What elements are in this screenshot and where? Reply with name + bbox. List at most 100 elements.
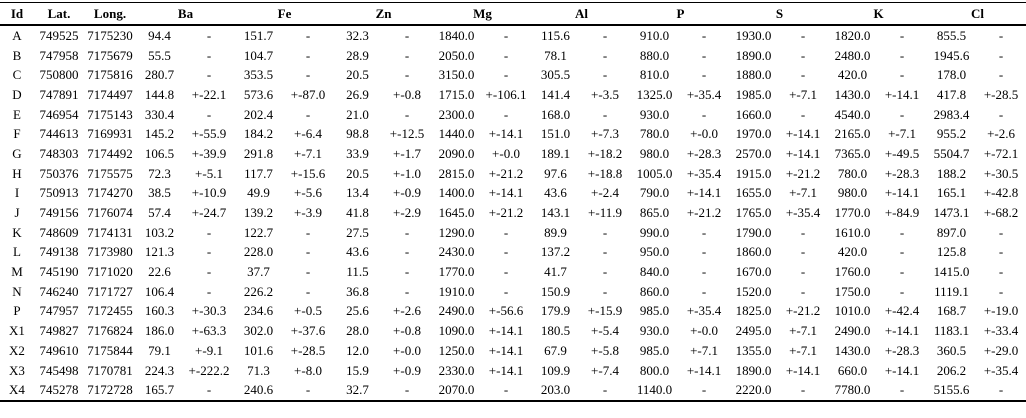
cell-al-value: 189.1 [540,145,571,161]
cell-s-value: 1790.0 [735,224,772,240]
cell-p-value: 980.0 [639,145,670,161]
cell-cl-error: - [998,283,1004,299]
cell-s-error: +-35.4 [785,205,821,221]
cell-s-value: 1670.0 [735,264,772,280]
cell-fe-value: 302.0 [243,323,274,339]
cell-fe-error: +-8.0 [294,362,322,378]
cell-zn-value: 21.0 [346,106,369,122]
cell-ba-value: 144.8 [144,86,175,102]
cell-k-value: 1750.0 [834,283,871,299]
cell-s-value: 1890.0 [735,362,772,378]
cell-zn-value: 11.5 [346,264,369,280]
cell-al-error: +-2.4 [591,185,619,201]
cell-cl-value: 955.2 [936,126,967,142]
cell-lat: 750800 [39,67,79,83]
table-row: A 749525 7175230 94.4 - 151.7 - 32.3 - 1840.0 - 115… [0,25,1026,46]
cell-k-value: 420.0 [837,244,868,260]
cell-mg-error: +-14.1 [488,126,524,142]
cell-s-value: 1825.0 [735,303,772,319]
col-header-al: Al [575,5,589,21]
cell-p-error: +-14.1 [686,362,722,378]
cell-id: G [12,145,22,161]
cell-cl-value: 1183.1 [933,323,970,339]
cell-cl-value: 5155.6 [933,382,970,398]
cell-id: B [12,47,22,63]
cell-mg-error: +-14.1 [488,323,524,339]
cell-long: 7174131 [87,224,133,240]
cell-k-error: +-14.1 [884,86,920,102]
col-header-zn: Zn [375,5,392,21]
cell-zn-value: 98.8 [346,126,369,142]
cell-zn-value: 32.3 [346,27,369,43]
cell-cl-value: 897.0 [936,224,967,240]
cell-cl-value: 360.5 [936,342,967,358]
cell-k-error: - [899,283,905,299]
cell-k-value: 780.0 [837,165,868,181]
cell-k-error: - [899,67,905,83]
cell-fe-value: 291.8 [243,145,274,161]
cell-p-error: - [701,106,707,122]
cell-cl-error: +-29.0 [983,342,1019,358]
cell-long: 7175816 [87,67,133,83]
cell-fe-error: - [305,244,311,260]
cell-s-error: - [800,27,806,43]
cell-s-error: - [800,264,806,280]
cell-mg-error: - [503,224,509,240]
cell-al-value: 168.0 [540,106,571,122]
cell-ba-value: 79.1 [148,342,171,358]
cell-long: 7172455 [87,303,133,319]
cell-al-value: 137.2 [540,244,571,260]
cell-al-value: 89.9 [544,224,567,240]
cell-fe-value: 353.5 [243,67,274,83]
cell-ba-error: +-63.3 [191,323,227,339]
cell-al-value: 41.7 [544,264,567,280]
cell-s-error: +-7.1 [789,185,817,201]
cell-al-error: +-7.3 [591,126,619,142]
cell-ba-value: 106.5 [144,145,175,161]
cell-al-value: 97.6 [544,165,567,181]
cell-cl-error: +-19.0 [983,303,1019,319]
cell-al-value: 78.1 [544,47,567,63]
cell-al-value: 179.9 [540,303,571,319]
cell-mg-value: 1645.0 [438,205,475,221]
cell-ba-value: 94.4 [148,27,171,43]
cell-al-error: - [602,67,608,83]
cell-fe-error: +-3.9 [294,205,322,221]
cell-k-error: +-42.4 [884,303,920,319]
cell-lat: 745278 [39,382,79,398]
cell-ba-value: 55.5 [148,47,171,63]
col-header-cl: Cl [971,5,985,21]
cell-s-value: 1655.0 [735,185,772,201]
cell-mg-value: 1090.0 [438,323,475,339]
cell-ba-value: 280.7 [144,67,175,83]
cell-cl-error: - [998,47,1004,63]
cell-lat: 750913 [39,185,79,201]
cell-fe-error: - [305,382,311,398]
cell-zn-value: 20.5 [346,165,369,181]
cell-zn-error: +-0.8 [393,323,421,339]
cell-p-value: 985.0 [639,303,670,319]
cell-mg-error: +-56.6 [488,303,524,319]
cell-k-error: +-14.1 [884,362,920,378]
table-row: L 749138 7173980 121.3 - 228.0 - 43.6 - 2430.0 - 13… [0,243,1026,263]
cell-ba-value: 72.3 [148,165,171,181]
cell-ba-error: - [206,244,212,260]
cell-id: X4 [9,382,25,398]
cell-al-error: - [602,382,608,398]
cell-p-value: 950.0 [639,244,670,260]
cell-fe-error: - [305,283,311,299]
cell-lat: 747957 [39,303,79,319]
cell-al-value: 43.6 [544,185,567,201]
cell-ba-error: - [206,106,212,122]
cell-cl-value: 206.2 [936,362,967,378]
cell-p-value: 930.0 [639,323,670,339]
cell-s-error: +-14.1 [785,126,821,142]
table-row: P 747957 7172455 160.3 +-30.3 234.6 +-0.5 25.6 +… [0,302,1026,322]
col-header-fe: Fe [277,5,292,21]
cell-lat: 750376 [39,165,79,181]
cell-mg-error: - [503,264,509,280]
cell-p-value: 990.0 [639,224,670,240]
table-row: F 744613 7169931 145.2 +-55.9 184.2 +-6.4 98.8 +… [0,124,1026,144]
cell-id: C [12,67,22,83]
cell-p-error: +-0.0 [690,126,718,142]
